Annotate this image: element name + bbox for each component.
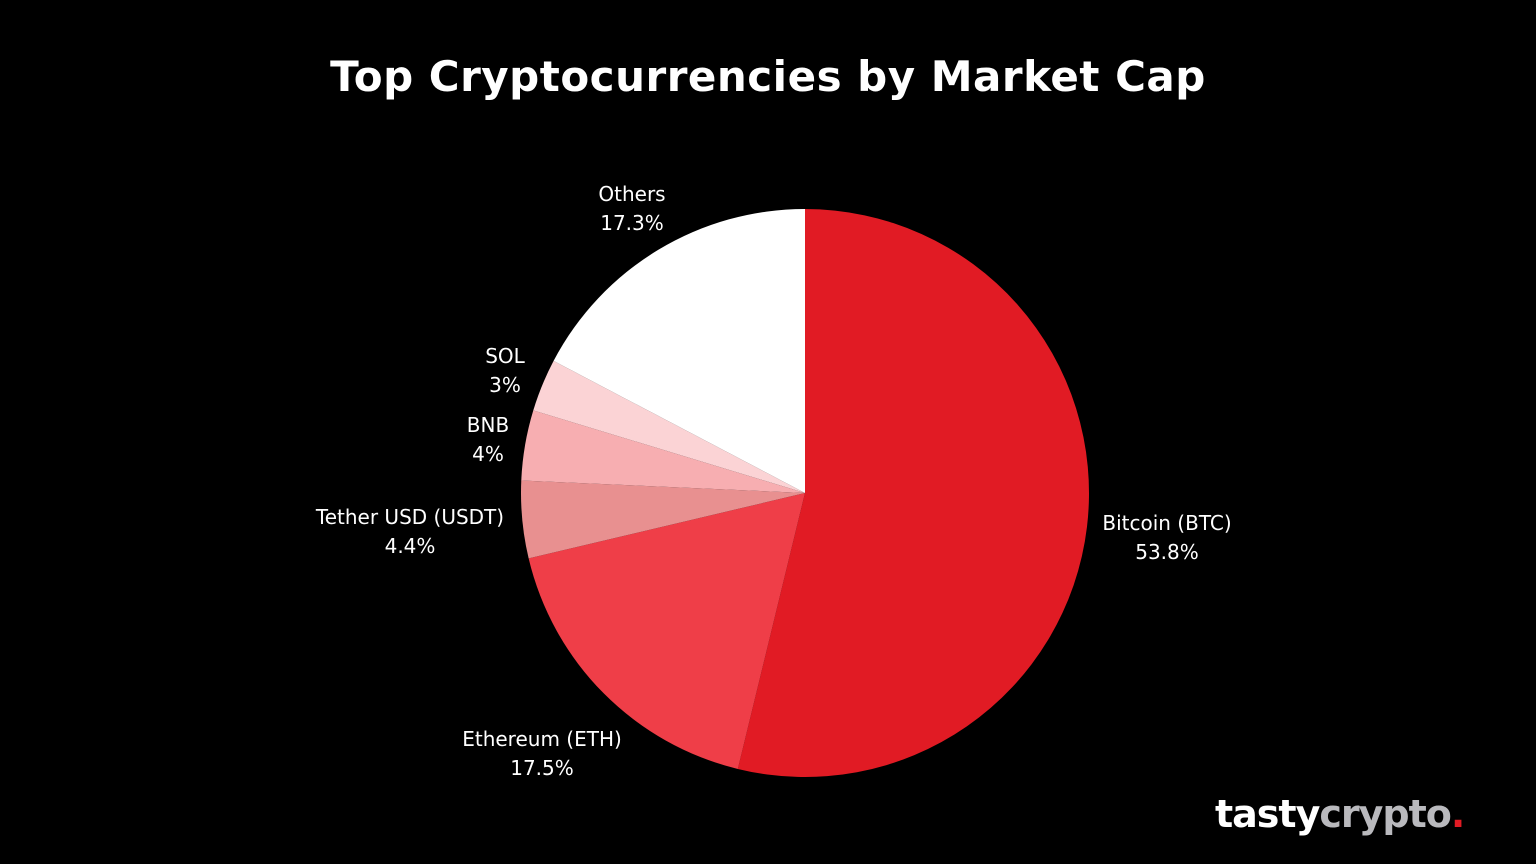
label-name: SOL xyxy=(485,344,525,368)
pie-slice xyxy=(528,493,805,769)
label-usdt: Tether USD (USDT) 4.4% xyxy=(316,503,504,561)
label-value: 17.3% xyxy=(600,211,664,235)
label-name: BNB xyxy=(466,413,510,437)
pie-slice xyxy=(533,360,805,493)
label-eth: Ethereum (ETH) 17.5% xyxy=(462,725,622,783)
pie-slice xyxy=(521,480,805,559)
label-btc: Bitcoin (BTC) 53.8% xyxy=(1102,509,1231,567)
label-value: 53.8% xyxy=(1135,540,1199,564)
label-name: Tether USD (USDT) xyxy=(315,505,505,529)
pie-slice xyxy=(521,410,805,493)
label-value: 17.5% xyxy=(510,756,574,780)
logo-crypto: crypto xyxy=(1319,792,1452,836)
label-name: Bitcoin (BTC) xyxy=(1102,511,1232,535)
label-name: Others xyxy=(598,182,666,206)
logo-dot: . xyxy=(1450,792,1465,836)
pie-slice xyxy=(553,208,805,493)
label-value: 4% xyxy=(472,442,504,466)
pie-slice xyxy=(737,209,1089,777)
label-name: Ethereum (ETH) xyxy=(462,727,622,751)
label-value: 3% xyxy=(489,373,521,397)
chart-title: Top Cryptocurrencies by Market Cap xyxy=(330,52,1206,101)
label-sol: SOL 3% xyxy=(485,342,525,400)
tastycrypto-logo: tastycrypto. xyxy=(1215,792,1465,836)
label-others: Others 17.3% xyxy=(598,180,665,238)
logo-tasty: tasty xyxy=(1215,792,1320,836)
label-value: 4.4% xyxy=(384,534,436,558)
label-bnb: BNB 4% xyxy=(467,411,509,469)
